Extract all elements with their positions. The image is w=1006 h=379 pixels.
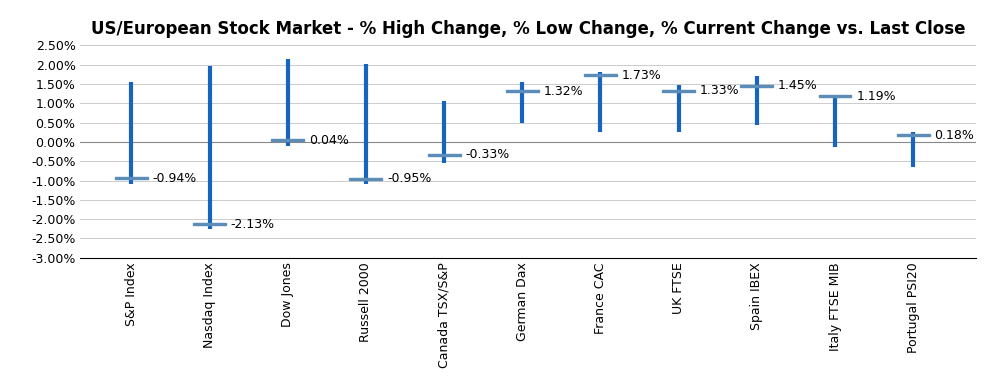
Text: 1.45%: 1.45% xyxy=(778,80,818,92)
Bar xyxy=(115,177,148,179)
Text: 0.04%: 0.04% xyxy=(309,134,349,147)
Bar xyxy=(740,85,774,87)
Bar xyxy=(819,95,851,97)
Bar xyxy=(349,177,382,180)
Text: -0.95%: -0.95% xyxy=(387,172,432,185)
Bar xyxy=(272,139,304,141)
Text: 1.19%: 1.19% xyxy=(856,89,895,103)
Title: US/European Stock Market - % High Change, % Low Change, % Current Change vs. Las: US/European Stock Market - % High Change… xyxy=(91,20,966,38)
Text: 1.73%: 1.73% xyxy=(622,69,661,82)
Text: -2.13%: -2.13% xyxy=(230,218,275,231)
Bar xyxy=(193,223,226,225)
Text: 0.18%: 0.18% xyxy=(935,128,974,141)
Text: -0.33%: -0.33% xyxy=(465,148,509,161)
Bar xyxy=(662,89,695,92)
Text: 1.33%: 1.33% xyxy=(700,84,739,97)
Bar xyxy=(506,90,538,92)
Bar xyxy=(428,153,461,156)
Bar xyxy=(896,134,930,136)
Text: 1.32%: 1.32% xyxy=(543,85,583,97)
Text: -0.94%: -0.94% xyxy=(153,172,196,185)
Bar xyxy=(584,74,617,76)
